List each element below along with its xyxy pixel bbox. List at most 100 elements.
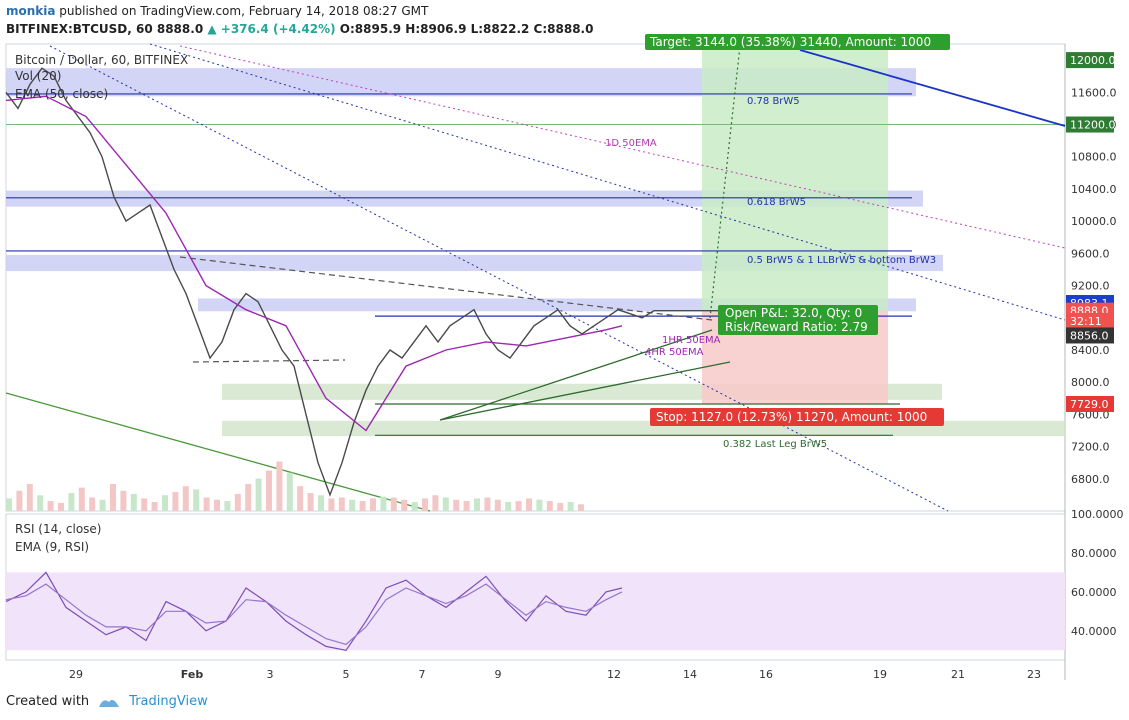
volume-bar xyxy=(380,496,387,511)
target-zone xyxy=(702,44,888,311)
volume-bar xyxy=(37,495,44,511)
trend-solid-blue xyxy=(799,49,1066,127)
volume-bar xyxy=(203,497,210,511)
rsi-ema-line xyxy=(5,583,623,646)
volume-bar xyxy=(276,461,283,511)
volume-bar xyxy=(47,501,54,511)
trend-green-1 xyxy=(439,329,713,421)
volume-bar xyxy=(474,498,480,511)
volume-bar xyxy=(546,501,553,511)
price-tick: 10400.0 xyxy=(1071,183,1117,196)
rsi-tick: 80.0000 xyxy=(1071,547,1117,560)
legend-rsi-ema: EMA (9, RSI) xyxy=(15,540,89,554)
price-tick: 11600.0 xyxy=(1071,86,1117,99)
volume-bar xyxy=(494,499,501,511)
price-tick: 9600.0 xyxy=(1071,247,1110,260)
target-box xyxy=(645,34,950,50)
label-ema-1d: 1D 50EMA xyxy=(605,138,657,149)
price-badge-label: 7729.0 xyxy=(1070,398,1109,411)
x-tick: 29 xyxy=(69,668,83,681)
volume-bar xyxy=(390,497,397,511)
volume-bar xyxy=(193,489,200,511)
volume-bar xyxy=(463,501,470,511)
volume-bar xyxy=(182,486,189,511)
trend-green-long xyxy=(5,392,431,512)
tradingview-brand[interactable]: TradingView xyxy=(129,694,208,709)
trend-dotted-2 xyxy=(149,43,1066,321)
rsi-band xyxy=(6,572,1065,651)
volume-bar xyxy=(266,470,272,511)
volume-bar xyxy=(432,495,439,511)
volume-bar xyxy=(89,497,96,511)
ohlc-values: O:8895.9 H:8906.9 L:8822.2 C:8888.0 xyxy=(339,22,594,36)
volume-bar xyxy=(370,498,376,511)
rsi-line xyxy=(5,571,623,651)
price-tick: 10000.0 xyxy=(1071,215,1117,228)
price-badge-label: 8856.0 xyxy=(1070,329,1109,342)
volume-bar xyxy=(411,502,418,511)
price-line xyxy=(5,67,726,497)
volume-bar xyxy=(578,504,584,511)
volume-bar xyxy=(141,498,148,511)
volume-bar xyxy=(130,493,137,511)
volume-bar xyxy=(422,498,428,511)
label-ema-1h: 1HR 50EMA xyxy=(662,335,721,346)
author-link[interactable]: monkia xyxy=(6,4,56,18)
rr-label: Risk/Reward Ratio: 2.79 xyxy=(725,320,868,334)
volume-bar xyxy=(16,490,23,511)
label-078: 0.78 BrW5 xyxy=(747,96,800,107)
last-price: 8888.0 xyxy=(156,22,204,36)
price-tick: 9200.0 xyxy=(1071,280,1110,293)
volume-bar xyxy=(99,499,106,511)
price-badge xyxy=(1066,52,1114,69)
legend-vol: Vol (20) xyxy=(15,69,61,83)
volume-bar xyxy=(68,493,75,511)
pnl-box xyxy=(718,305,878,335)
symbol-line: BITFINEX:BTCUSD, 60 8888.0 ▲ +376.4 (+4.… xyxy=(6,22,593,36)
volume-bar xyxy=(255,478,262,511)
volume-bar xyxy=(151,502,158,511)
legend-ema: EMA (50, close) xyxy=(15,87,108,101)
trend-green-2 xyxy=(439,361,731,421)
volume-bar xyxy=(526,498,532,511)
volume-bar xyxy=(162,495,168,511)
x-tick: 21 xyxy=(951,668,965,681)
stop-box xyxy=(650,408,944,426)
ema-1d-line xyxy=(179,45,1066,249)
volume-bar xyxy=(26,484,33,511)
x-tick: 7 xyxy=(419,668,426,681)
label-05: 0.5 BrW5 & 1 LLBrW5 & bottom BrW3 xyxy=(747,255,936,266)
volume-bar xyxy=(307,493,314,511)
price-tick: 8000.0 xyxy=(1071,376,1110,389)
label-lastleg: 0.382 Last Leg BrW5 xyxy=(723,439,827,450)
price-badge-label: 11200.0 xyxy=(1070,119,1116,132)
rsi-tick: 60.0000 xyxy=(1071,586,1117,599)
volume-bar xyxy=(234,493,241,511)
volume-bar xyxy=(110,484,116,511)
label-ema-4h: 4HR 50EMA xyxy=(645,347,704,358)
x-tick: 5 xyxy=(343,668,350,681)
price-badge xyxy=(1066,116,1114,133)
rsi-tick: 100.0000 xyxy=(1071,508,1124,521)
price-badge xyxy=(1066,327,1114,344)
volume-bar xyxy=(453,499,460,511)
target-label: Target: 3144.0 (35.38%) 31440, Amount: 1… xyxy=(649,35,931,49)
volume-bar xyxy=(567,502,574,511)
trend-dotted-1 xyxy=(49,45,949,512)
volume-bar xyxy=(120,490,127,511)
legend-rsi: RSI (14, close) xyxy=(15,522,101,536)
projection-dotted xyxy=(709,45,741,319)
volume-bar xyxy=(338,497,345,511)
volume-bar xyxy=(328,498,335,511)
volume-bar xyxy=(6,498,12,511)
x-tick: Feb xyxy=(181,668,204,681)
ema50-line xyxy=(5,95,623,432)
volume-bar xyxy=(505,502,512,511)
price-badge xyxy=(1066,395,1114,412)
volume-bar xyxy=(224,501,231,511)
volume-bar xyxy=(286,472,293,511)
x-tick: 12 xyxy=(607,668,621,681)
volume-bar xyxy=(245,484,252,511)
volume-bar xyxy=(401,499,408,511)
